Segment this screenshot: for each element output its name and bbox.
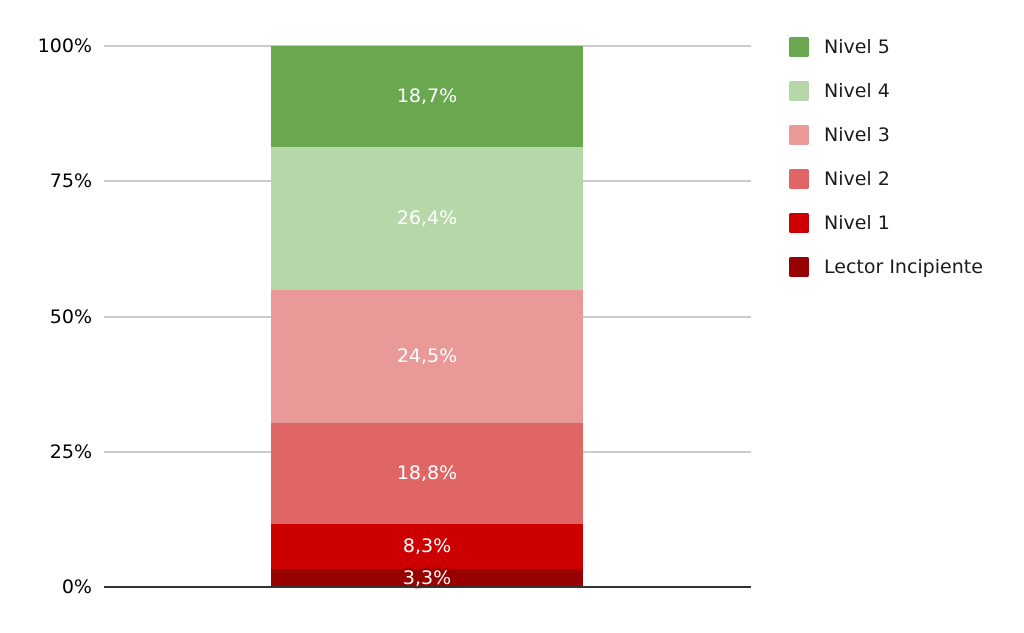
y-tick-label-50: 50%	[49, 305, 92, 328]
legend-label: Nivel 2	[824, 167, 890, 190]
legend-item-nivel-3[interactable]: Nivel 3	[789, 125, 983, 145]
bar-segment-value-label: 26,4%	[396, 207, 458, 230]
y-tick-label-25: 25%	[49, 440, 92, 463]
bar-segment-nivel-3[interactable]: 24,5%	[271, 289, 583, 423]
legend-label: Nivel 4	[824, 79, 890, 102]
bar-segment-nivel-2[interactable]: 18,8%	[271, 422, 583, 525]
bar-segment-nivel-1[interactable]: 8,3%	[271, 524, 583, 570]
bar-segment-value-label: 8,3%	[402, 535, 452, 558]
legend-swatch-icon	[789, 37, 809, 57]
bar-segment-lector-incipiente[interactable]: 3,3%	[271, 566, 583, 589]
bar-segment-nivel-4[interactable]: 26,4%	[271, 147, 583, 290]
legend-label: Lector Incipiente	[824, 255, 983, 278]
bar-segment-value-label: 18,7%	[396, 85, 458, 108]
legend-label: Nivel 3	[824, 123, 890, 146]
legend: Nivel 5 Nivel 4 Nivel 3 Nivel 2 Nivel 1 Lecto…	[789, 37, 983, 277]
bar-segment-value-label: 3,3%	[402, 566, 452, 589]
bar-segment-value-label: 24,5%	[396, 344, 458, 367]
legend-swatch-icon	[789, 169, 809, 189]
legend-swatch-icon	[789, 125, 809, 145]
y-tick-label-100: 100%	[37, 35, 92, 57]
legend-item-nivel-1[interactable]: Nivel 1	[789, 213, 983, 233]
legend-item-nivel-2[interactable]: Nivel 2	[789, 169, 983, 189]
y-tick-label-75: 75%	[49, 170, 92, 193]
legend-swatch-icon	[789, 213, 809, 233]
bar-segment-nivel-5[interactable]: 18,7%	[271, 46, 583, 148]
legend-swatch-icon	[789, 81, 809, 101]
legend-item-nivel-4[interactable]: Nivel 4	[789, 81, 983, 101]
legend-swatch-icon	[789, 257, 809, 277]
legend-item-nivel-5[interactable]: Nivel 5	[789, 37, 983, 57]
bar-segment-value-label: 18,8%	[396, 461, 458, 484]
stacked-bar: 18,7% 26,4% 24,5% 18,8% 8,3% 3,3%	[271, 46, 583, 587]
legend-item-lector-incipiente[interactable]: Lector Incipiente	[789, 257, 983, 277]
x-axis-line	[104, 586, 751, 588]
y-tick-label-0: 0%	[61, 576, 92, 598]
legend-label: Nivel 1	[824, 211, 890, 234]
legend-label: Nivel 5	[824, 35, 890, 58]
